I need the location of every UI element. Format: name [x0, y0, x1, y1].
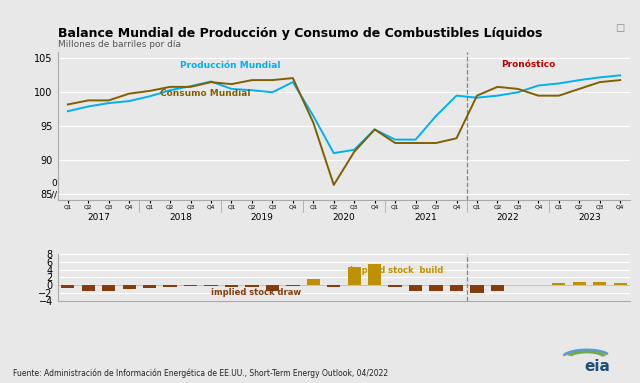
Bar — [593, 282, 606, 285]
Bar — [143, 285, 156, 288]
Bar — [82, 285, 95, 291]
Bar — [307, 279, 320, 285]
Bar — [327, 285, 340, 287]
Bar — [409, 285, 422, 291]
Text: 2021: 2021 — [415, 213, 437, 222]
Text: 2023: 2023 — [578, 213, 601, 222]
Bar — [122, 285, 136, 289]
Text: Balance Mundial de Producción y Consumo de Combustibles Líquidos: Balance Mundial de Producción y Consumo … — [58, 27, 542, 40]
Text: Consumo Mundial: Consumo Mundial — [160, 88, 250, 98]
Text: 2022: 2022 — [497, 213, 519, 222]
Bar — [429, 285, 443, 291]
Text: 0: 0 — [51, 179, 57, 188]
Bar — [614, 283, 627, 285]
Text: implied stock draw: implied stock draw — [211, 288, 301, 297]
Text: 2019: 2019 — [251, 213, 274, 222]
Bar — [573, 282, 586, 285]
Text: Producción Mundial: Producción Mundial — [180, 61, 281, 70]
Bar — [204, 285, 218, 286]
Bar — [245, 285, 259, 287]
Bar — [388, 285, 402, 287]
Bar — [470, 285, 484, 293]
Bar — [184, 285, 197, 286]
Text: //: // — [51, 191, 58, 200]
Bar — [450, 285, 463, 291]
Bar — [368, 264, 381, 285]
Text: □: □ — [615, 23, 624, 33]
Bar — [225, 285, 238, 287]
Text: Fuente: Administración de Información Energética de EE.UU., Short-Term Energy Ou: Fuente: Administración de Información En… — [13, 369, 388, 378]
Bar — [348, 267, 361, 285]
Bar — [61, 285, 74, 288]
Text: Millones de barriles por día: Millones de barriles por día — [58, 40, 180, 49]
Text: 2018: 2018 — [169, 213, 192, 222]
Text: Pronóstico: Pronóstico — [502, 60, 556, 69]
Text: implied stock  build: implied stock build — [350, 266, 444, 275]
Bar — [552, 283, 566, 285]
Text: 2017: 2017 — [87, 213, 110, 222]
Bar — [102, 285, 115, 291]
Bar — [163, 285, 177, 287]
Bar — [491, 285, 504, 291]
Text: eia: eia — [585, 359, 611, 374]
Text: 2020: 2020 — [333, 213, 355, 222]
Bar — [286, 285, 300, 286]
Bar — [266, 285, 279, 291]
